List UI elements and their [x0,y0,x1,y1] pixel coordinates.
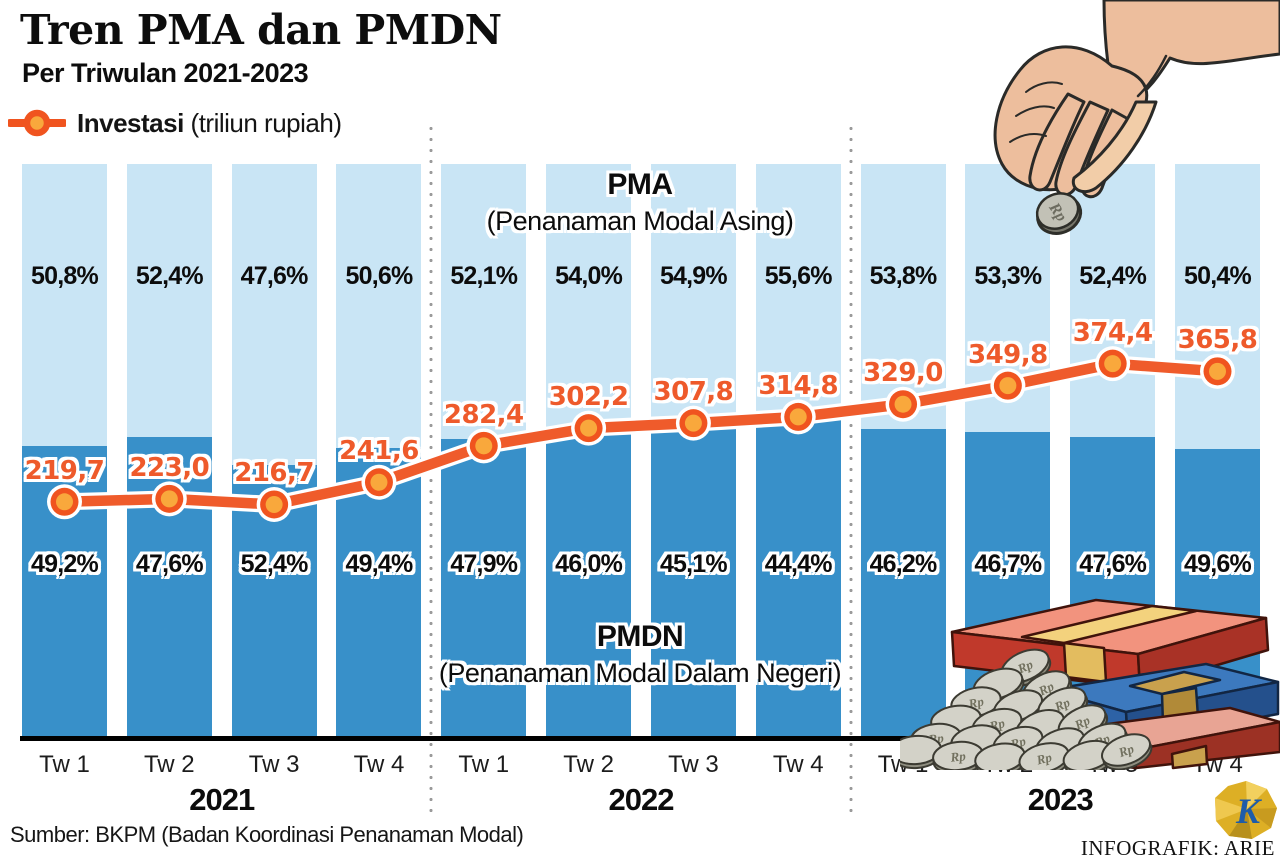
bar-pmdn-segment [1070,437,1156,738]
pmdn-percent-label: 47,6% [135,550,204,578]
year-label-2021: 2021 [189,782,255,817]
pma-percent-label: 50,8% [31,262,99,290]
legend-unit: (triliun rupiah) [190,107,342,138]
bar-2023-tw1: 53,8% 46,2% [860,164,946,738]
investment-value-label: 314,8 [758,370,839,401]
pma-percent-label: 50,4% [1184,262,1252,290]
bar-pmdn-segment [860,429,946,738]
pma-percent-label: 50,6% [345,262,414,290]
bar-pmdn-segment [1175,448,1260,738]
pmdn-percent-label: 49,6% [1184,550,1252,578]
bar-pmdn-segment [336,447,422,738]
year-label-2023: 2023 [1027,782,1094,817]
pmdn-percent-label: 46,0% [555,550,623,578]
bar-2023-tw4: 50,4% 49,6% [1175,164,1260,738]
quarter-label: Tw 3 [248,751,300,778]
bar-pmdn-segment [441,438,527,738]
year-separator [429,123,434,813]
quarter-label: Tw 3 [1087,751,1139,778]
pmdn-percent-label: 52,4% [240,550,309,578]
quarter-label: Tw 1 [458,751,510,778]
pma-full: (Penanaman Modal Asing) [486,206,794,236]
pmdn-percent-label: 46,7% [974,550,1042,578]
quarter-label: Tw 1 [39,751,90,778]
pma-percent-label: 55,6% [764,262,833,290]
investment-value-label: 216,7 [234,458,314,489]
investment-value-label: 282,4 [443,399,524,430]
investment-value-label: 365,8 [1177,325,1258,356]
quarter-label: Tw 3 [668,751,719,778]
bar-2021-tw3: 47,6% 52,4% [231,164,317,738]
investment-value-label: 241,6 [339,436,419,467]
bar-pmdn-segment [231,464,317,738]
pma-percent-label: 53,8% [869,262,938,290]
pmdn-percent-label: 47,9% [450,550,518,578]
legend-series-name: Investasi [77,107,184,138]
pmdn-percent-label: 46,2% [869,550,938,578]
pmdn-heading: PMDN (Penanaman Modal Dalam Negeri) [438,620,842,689]
bar-2021-tw2: 52,4% 47,6% [126,164,212,738]
pmdn-percent-label: 44,4% [764,550,833,578]
legend: Investasi (triliun rupiah) [8,106,342,140]
bar-pmdn-segment [965,432,1051,738]
year-separator [848,123,853,813]
investment-value-label: 349,8 [967,339,1048,370]
pmdn-percent-label: 49,4% [345,550,414,578]
quarter-label: Tw 4 [772,751,824,778]
pmdn-percent-label: 47,6% [1079,550,1147,578]
legend-label: Investasi (triliun rupiah) [77,107,342,139]
bar-pmdn-segment [546,428,632,738]
pma-abbr: PMA [607,168,673,201]
investment-value-label: 223,0 [129,452,210,483]
year-label-2022: 2022 [608,782,675,817]
source-text: Sumber: BKPM (Badan Koordinasi Penanaman… [10,822,524,847]
kompas-logo-letter: K [1235,791,1263,831]
bar-2023-tw3: 52,4% 47,6% [1070,164,1156,738]
quarter-label: Tw 2 [143,751,195,778]
investment-value-label: 302,2 [548,382,629,413]
pmdn-full: (Penanaman Modal Dalam Negeri) [438,658,842,688]
credit-text: INFOGRAFIK: ARIE [1080,836,1275,860]
quarter-label: Tw 2 [563,751,614,778]
quarter-label: Tw 4 [1192,751,1243,778]
investment-value-label: 329,0 [863,358,943,389]
investment-line-icon [8,109,66,137]
page-title: Tren PMA dan PMDN [20,6,502,54]
quarter-label: Tw 1 [877,751,929,778]
pma-percent-label: 54,0% [555,262,623,290]
pmdn-abbr: PMDN [596,620,684,653]
kompas-logo: K [1215,781,1277,839]
bar-pmdn-segment [22,446,107,738]
pma-percent-label: 54,9% [659,262,728,290]
pma-heading: PMA (Penanaman Modal Asing) [487,168,794,237]
bar-2023-tw2: 53,3% 46,7% [965,164,1051,738]
investment-value-label: 307,8 [653,377,734,408]
quarter-label: Tw 2 [982,751,1034,778]
bar-2021-tw1: 50,8% 49,2% [22,164,107,738]
pma-percent-label: 52,4% [135,262,204,290]
pma-percent-label: 52,1% [450,262,518,290]
investment-value-label: 219,7 [24,455,105,486]
pmdn-percent-label: 45,1% [659,550,728,578]
bar-pmdn-segment [650,422,736,738]
pma-percent-label: 52,4% [1079,262,1147,290]
page-subtitle: Per Triwulan 2021-2023 [22,58,309,88]
pma-percent-label: 47,6% [240,262,309,290]
x-axis-line [20,736,1268,741]
pmdn-percent-label: 49,2% [31,550,99,578]
pma-percent-label: 53,3% [974,262,1042,290]
investment-value-label: 374,4 [1072,317,1153,348]
quarter-label: Tw 4 [353,751,405,778]
